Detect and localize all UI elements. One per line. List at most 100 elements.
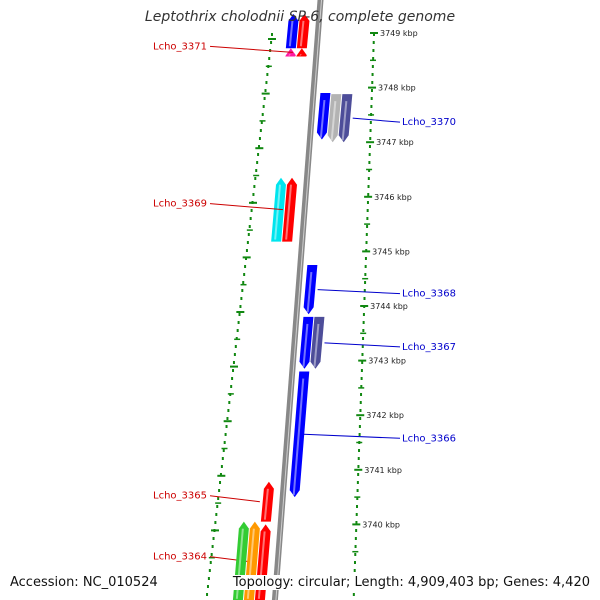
gene-label-leader <box>352 117 401 123</box>
ring-dot-left <box>264 89 267 92</box>
ring-dot-left <box>253 185 256 188</box>
ring-dot-right <box>368 145 371 148</box>
gene-label-leader <box>324 342 401 348</box>
tick-label: 3749 kbp <box>380 29 418 38</box>
ring-dot-left <box>210 553 213 556</box>
ring-dot-right <box>372 57 375 60</box>
map-title: Leptothrix cholodnii SP-6, complete geno… <box>144 9 456 25</box>
ring-dot-right <box>356 505 359 508</box>
ring-dot-left <box>225 425 228 428</box>
ring-dot-left <box>259 129 262 132</box>
gene-feature <box>303 265 318 315</box>
ring-dot-left <box>252 193 255 196</box>
ring-dot-right <box>360 369 363 372</box>
gene-feature-shine <box>299 20 305 47</box>
tick-label: 3744 kbp <box>370 302 408 311</box>
ring-dot-left <box>227 409 230 412</box>
gene-feature-shine <box>313 323 320 367</box>
ring-dot-right <box>367 193 370 196</box>
ring-dot-left <box>222 449 225 452</box>
ring-dot-left <box>215 513 218 516</box>
ring-dot-right <box>355 529 358 532</box>
gene-feature-shine <box>319 99 326 138</box>
ring-dot-left <box>214 521 217 524</box>
ring-dot-right <box>365 241 368 244</box>
ring-dot-right <box>371 81 374 84</box>
ring-dot-left <box>209 561 212 564</box>
ring-dot-right <box>359 417 362 420</box>
ring-dot-left <box>235 337 238 340</box>
ring-dot-left <box>240 297 243 300</box>
ring-dot-right <box>358 425 361 428</box>
gene-feature <box>338 94 353 143</box>
ring-dot-right <box>358 449 361 452</box>
ring-dot-right <box>358 433 361 436</box>
ring-dot-left <box>261 113 264 116</box>
ring-dot-left <box>226 417 229 420</box>
ring-dot-left <box>243 273 246 276</box>
ring-dot-left <box>242 281 245 284</box>
gene-feature <box>310 316 325 369</box>
ring-dot-left <box>244 265 247 268</box>
ring-dot-left <box>256 161 259 164</box>
ring-dot-right <box>367 177 370 180</box>
ring-dot-left <box>255 169 258 172</box>
ring-dot-right <box>370 89 373 92</box>
ring-dot-right <box>363 297 366 300</box>
ring-dot-left <box>220 465 223 468</box>
tick-label: 3747 kbp <box>376 138 414 147</box>
ring-dot-right <box>361 361 364 364</box>
ring-dot-left <box>206 585 209 588</box>
ring-dot-right <box>355 513 358 516</box>
gene-feature <box>296 48 307 57</box>
ring-dot-left <box>246 241 249 244</box>
gene-label: Lcho_3369 <box>153 199 207 210</box>
ring-dot-right <box>365 233 368 236</box>
ring-dot-right <box>353 569 356 572</box>
ring-dot-right <box>372 41 375 44</box>
gene-feature-shine <box>285 184 292 240</box>
ring-dot-left <box>258 145 261 148</box>
ring-dot-right <box>363 289 366 292</box>
ring-dot-left <box>257 153 260 156</box>
backbone-highlight <box>275 0 323 600</box>
ring-dot-right <box>364 273 367 276</box>
gene-feature-shine <box>341 101 348 141</box>
ring-dot-right <box>356 481 359 484</box>
gene-feature <box>260 481 274 522</box>
ring-dot-left <box>249 217 252 220</box>
ring-dot-left <box>207 577 210 580</box>
ring-dot-left <box>211 545 214 548</box>
gene-label: Lcho_3366 <box>402 433 456 444</box>
ring-dot-left <box>262 105 265 108</box>
ring-dot-left <box>218 489 221 492</box>
ring-dot-right <box>369 129 372 132</box>
genome-summary-text: Topology: circular; Length: 4,909,403 bp… <box>230 575 590 590</box>
ring-dot-right <box>361 345 364 348</box>
ring-dot-left <box>247 233 250 236</box>
gene-feature <box>289 371 310 498</box>
ring-dot-right <box>362 321 365 324</box>
ring-dot-right <box>373 33 375 36</box>
ring-dot-left <box>212 537 215 540</box>
gene-label: Lcho_3365 <box>153 491 207 502</box>
gene-feature-shine <box>288 53 291 56</box>
ring-dot-right <box>360 377 363 380</box>
gene-feature-shine <box>302 323 309 367</box>
ring-dot-right <box>357 473 360 476</box>
gene-feature <box>299 316 314 369</box>
gene-label-leader <box>209 45 293 53</box>
ring-dot-right <box>356 489 359 492</box>
ring-dot-left <box>221 457 224 460</box>
tick-label: 3745 kbp <box>372 247 410 256</box>
ring-dot-right <box>372 49 375 52</box>
ring-dot-right <box>352 593 355 596</box>
ring-dot-left <box>241 289 244 292</box>
ring-dot-left <box>236 329 239 332</box>
gene-feature-shine <box>306 271 313 313</box>
ring-dot-left <box>208 569 211 572</box>
tick-label: 3746 kbp <box>374 193 412 202</box>
ring-dot-left <box>224 433 227 436</box>
